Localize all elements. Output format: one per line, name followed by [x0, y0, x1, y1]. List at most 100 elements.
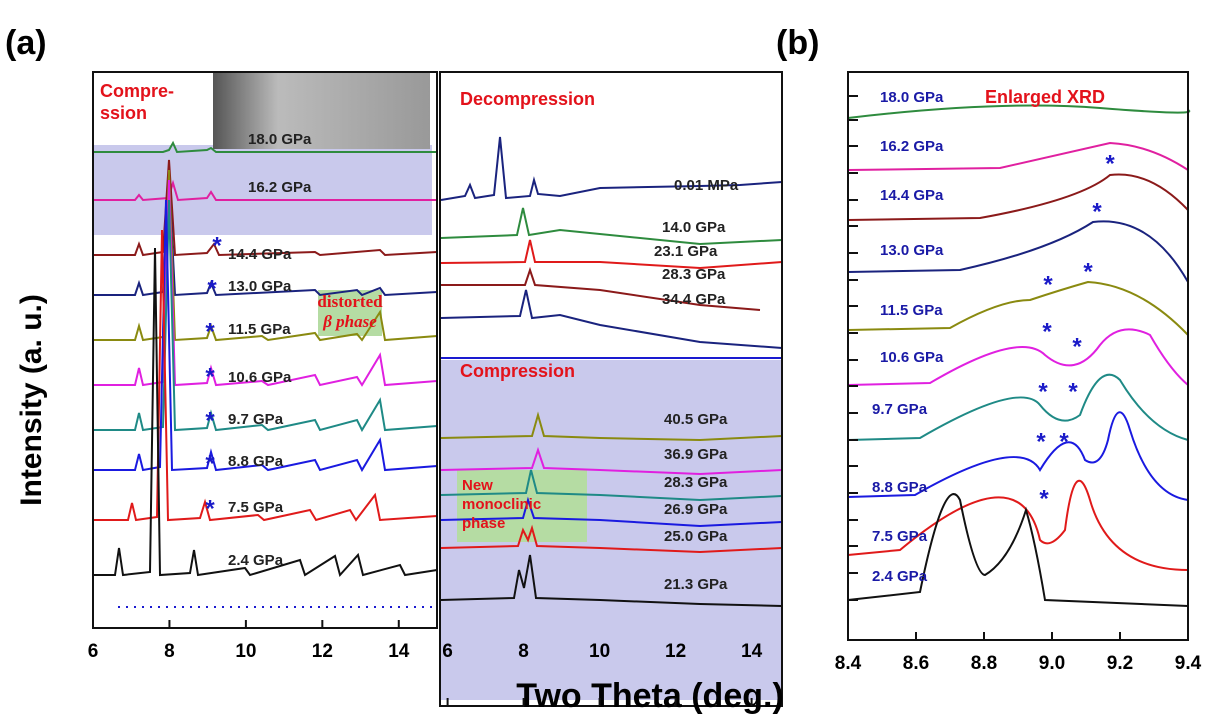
curve — [93, 179, 438, 297]
panel-label: (a) — [5, 24, 47, 62]
x-tick-label: 8 — [164, 641, 175, 662]
curve-label: 23.1 GPa — [654, 243, 718, 260]
curve — [440, 554, 783, 607]
curve-label: 8.8 GPa — [872, 479, 928, 496]
curve-label: 7.5 GPa — [228, 499, 284, 516]
curve-label: 10.6 GPa — [880, 349, 944, 366]
heading: Compression — [460, 361, 575, 381]
x-tick-label: 9.4 — [1175, 653, 1202, 674]
curve — [93, 247, 438, 578]
heading: Compre- — [100, 81, 174, 101]
curve-label: 28.3 GPa — [664, 474, 728, 491]
inset-label: New — [462, 477, 493, 494]
curve-label: 34.4 GPa — [662, 291, 726, 308]
x-tick-label: 8 — [518, 641, 529, 662]
curve-label: 13.0 GPa — [228, 278, 292, 295]
asterisk: * — [1038, 378, 1048, 405]
curve — [441, 266, 761, 311]
x-tick-label: 12 — [665, 641, 686, 662]
frame — [847, 71, 1189, 641]
curve — [440, 136, 783, 201]
inset-photo — [213, 73, 430, 149]
heading: Decompression — [460, 89, 595, 109]
highlight-box — [93, 145, 432, 235]
heading: ssion — [100, 103, 147, 123]
panel-b — [847, 71, 1191, 641]
inset-label: phase — [462, 515, 505, 532]
curve — [93, 140, 437, 154]
curve — [440, 411, 783, 442]
asterisk: * — [212, 232, 222, 259]
frame — [92, 71, 438, 629]
asterisk: * — [1092, 198, 1102, 225]
panel-label: (b) — [776, 24, 819, 62]
curve — [93, 179, 438, 387]
curve-label: 0.01 MPa — [674, 177, 739, 194]
curve — [440, 524, 783, 554]
inset-label: monoclinic — [462, 496, 541, 513]
x-tick-label: 10 — [235, 641, 256, 662]
panel-title: Enlarged XRD — [985, 87, 1105, 107]
curve-label: 21.3 GPa — [664, 576, 728, 593]
curve — [847, 373, 1189, 441]
curve — [93, 179, 437, 202]
x-tick-label: 12 — [312, 641, 333, 662]
curve — [93, 169, 438, 342]
curve — [847, 280, 1189, 336]
curve-label: 14.4 GPa — [880, 187, 944, 204]
y-ticks — [848, 95, 858, 601]
asterisk: * — [1039, 485, 1049, 512]
curve-label: 7.5 GPa — [872, 528, 928, 545]
curve — [847, 328, 1189, 386]
inset-box — [318, 290, 382, 336]
curve — [93, 229, 438, 522]
curve — [440, 446, 783, 476]
asterisk: * — [207, 275, 217, 302]
panel-a-left — [92, 71, 438, 629]
curve-label: 13.0 GPa — [880, 242, 944, 259]
x-tick-label: 8.8 — [971, 653, 997, 674]
curve — [440, 239, 783, 270]
curve — [93, 199, 438, 473]
x-tick-label: 8.4 — [835, 653, 862, 674]
asterisk: * — [1036, 428, 1046, 455]
asterisk: * — [1083, 258, 1093, 285]
asterisk: * — [1043, 271, 1053, 298]
curve — [93, 159, 438, 257]
curve — [847, 411, 1189, 501]
frame — [439, 71, 783, 707]
asterisk: * — [205, 450, 215, 477]
inset-label: β phase — [322, 312, 377, 331]
curve-label: 16.2 GPa — [880, 138, 944, 155]
curve — [440, 289, 783, 349]
x-tick-label: 9.2 — [1107, 653, 1133, 674]
asterisk: * — [1042, 318, 1052, 345]
x-tick-label: 14 — [741, 641, 763, 662]
curve — [847, 220, 1189, 283]
x-tick-label: 10 — [589, 641, 610, 662]
curve-label: 14.0 GPa — [662, 219, 726, 236]
curve-label: 11.5 GPa — [228, 321, 291, 338]
asterisk: * — [205, 318, 215, 345]
curve-label: 11.5 GPa — [880, 302, 943, 319]
x-axis-label: Two Theta (deg.) — [516, 677, 784, 715]
curve — [440, 496, 783, 528]
y-axis-label: Intensity (a. u.) — [15, 294, 48, 506]
curve-label: 28.3 GPa — [662, 266, 726, 283]
asterisk: * — [205, 407, 215, 434]
curve-label: 40.5 GPa — [664, 411, 728, 428]
curve-label: 2.4 GPa — [872, 568, 928, 585]
asterisk: * — [1059, 428, 1069, 455]
asterisk: * — [1072, 333, 1082, 360]
curve — [93, 199, 438, 433]
asterisk: * — [205, 495, 215, 522]
x-tick-label: 14 — [388, 641, 410, 662]
curve — [847, 479, 1189, 571]
curve-label: 9.7 GPa — [872, 401, 928, 418]
curve — [847, 493, 1189, 607]
curve-label: 14.4 GPa — [228, 246, 292, 263]
curve — [847, 104, 1191, 119]
curve-label: 26.9 GPa — [664, 501, 728, 518]
curve-label: 36.9 GPa — [664, 446, 728, 463]
